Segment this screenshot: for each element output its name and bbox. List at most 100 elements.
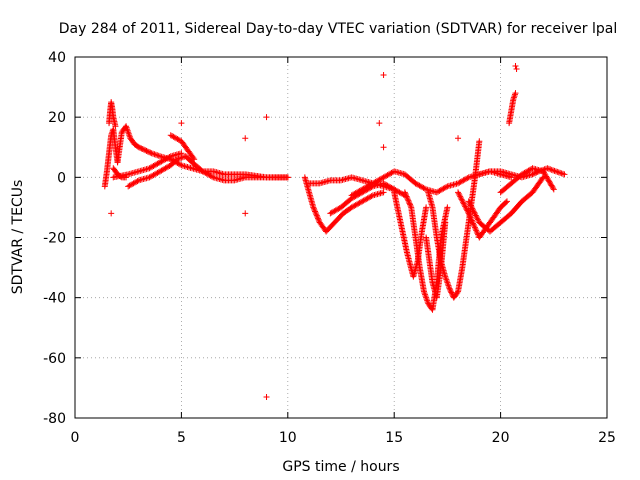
data-point xyxy=(468,204,475,211)
data-point xyxy=(460,199,467,206)
data-point xyxy=(469,218,476,225)
data-point xyxy=(470,221,477,228)
data-point xyxy=(551,167,558,174)
data-point xyxy=(123,174,130,181)
data-point xyxy=(467,201,474,208)
data-point xyxy=(380,189,387,196)
y-tick-label: -40 xyxy=(43,291,66,307)
data-point xyxy=(467,214,474,221)
data-point xyxy=(368,193,375,200)
y-tick-label: -20 xyxy=(43,231,66,247)
data-point xyxy=(470,208,477,215)
data-point xyxy=(316,218,323,225)
outlier-point xyxy=(178,120,185,127)
data-point xyxy=(154,152,161,159)
data-point xyxy=(421,290,428,297)
data-point xyxy=(473,227,480,234)
data-point xyxy=(404,196,411,203)
outlier-point xyxy=(380,144,387,151)
data-point xyxy=(464,207,471,214)
data-point xyxy=(312,208,319,215)
data-point xyxy=(466,213,473,220)
data-point xyxy=(469,206,476,213)
data-point xyxy=(503,198,510,205)
data-point xyxy=(468,216,475,223)
y-tick-label: -80 xyxy=(43,411,66,427)
data-points xyxy=(101,63,568,400)
data-point xyxy=(502,199,509,206)
data-point xyxy=(177,161,184,168)
data-point xyxy=(511,91,518,98)
data-point xyxy=(313,211,320,218)
x-tick-label: 25 xyxy=(598,430,616,446)
x-tick-label: 20 xyxy=(492,430,510,446)
data-point xyxy=(473,213,480,220)
data-point xyxy=(561,171,568,178)
data-point xyxy=(471,223,478,230)
data-point xyxy=(512,90,519,97)
data-point xyxy=(421,185,428,192)
data-point xyxy=(510,94,517,101)
outlier-point xyxy=(513,66,520,73)
data-point xyxy=(466,199,473,206)
data-point xyxy=(401,189,408,196)
outlier-point xyxy=(455,135,462,142)
data-point xyxy=(147,149,154,156)
data-point xyxy=(550,186,557,193)
data-point xyxy=(312,209,319,216)
x-tick-label: 5 xyxy=(177,430,186,446)
data-point xyxy=(558,170,565,177)
data-point xyxy=(314,213,321,220)
outlier-point xyxy=(380,72,387,79)
data-point xyxy=(405,198,412,205)
data-point xyxy=(315,216,322,223)
data-point xyxy=(423,296,430,303)
data-point xyxy=(545,165,552,172)
data-point xyxy=(476,138,483,145)
outlier-point xyxy=(108,210,115,217)
chart-title: Day 284 of 2011, Sidereal Day-to-day VTE… xyxy=(59,21,617,37)
x-tick-label: 15 xyxy=(385,430,403,446)
data-point xyxy=(191,156,198,163)
data-point xyxy=(423,294,430,301)
data-point xyxy=(423,204,430,211)
data-point xyxy=(474,216,481,223)
data-point xyxy=(554,168,561,175)
data-point xyxy=(407,201,414,208)
data-point xyxy=(474,215,481,222)
data-point xyxy=(420,288,427,295)
data-point xyxy=(402,190,409,197)
data-point xyxy=(550,185,557,192)
data-point xyxy=(511,93,518,100)
data-point xyxy=(137,144,144,151)
data-point xyxy=(125,130,132,137)
data-point xyxy=(471,224,478,231)
data-point xyxy=(510,96,517,103)
data-point xyxy=(472,226,479,233)
data-point xyxy=(539,175,546,182)
data-point xyxy=(469,205,476,212)
data-point xyxy=(462,204,469,211)
data-point xyxy=(407,203,414,210)
data-point xyxy=(140,146,147,153)
x-axis: 0 5 10 15 20 25 xyxy=(71,57,616,446)
data-point xyxy=(457,193,464,200)
data-point xyxy=(146,149,153,156)
data-point xyxy=(457,194,464,201)
data-point xyxy=(464,175,471,182)
data-point xyxy=(472,211,479,218)
data-point xyxy=(465,198,472,205)
data-point xyxy=(178,150,185,157)
data-point xyxy=(444,281,451,288)
data-point xyxy=(458,196,465,203)
data-point xyxy=(455,190,462,197)
outlier-point xyxy=(376,120,383,127)
data-point xyxy=(135,144,142,151)
y-tick-label: 20 xyxy=(48,110,66,126)
data-point xyxy=(447,286,454,293)
data-point xyxy=(444,279,451,286)
data-point xyxy=(144,148,151,155)
data-point xyxy=(134,178,141,185)
outlier-point xyxy=(242,210,249,217)
